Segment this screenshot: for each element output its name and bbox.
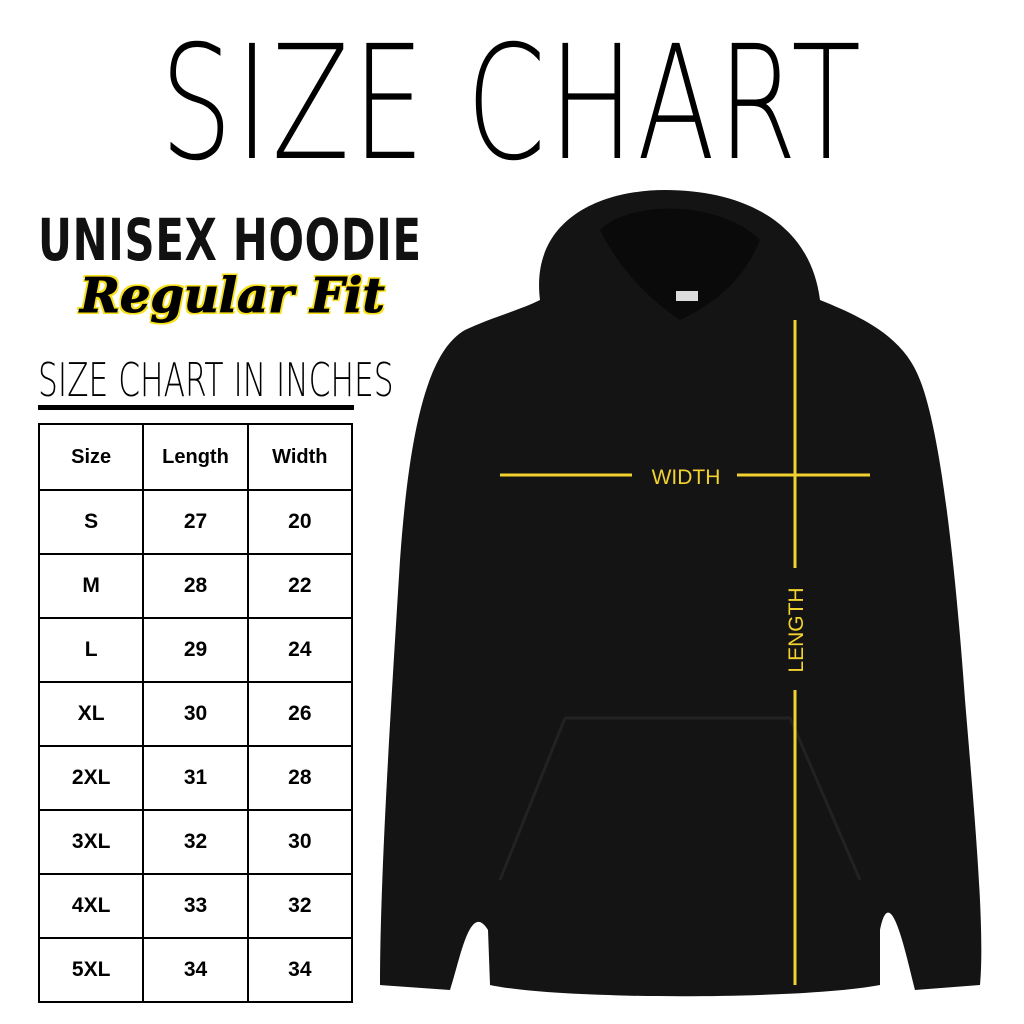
size-table: Size Length Width S 27 20 M 28 22 L 29 24 XL 30 26 2… bbox=[37, 423, 354, 1003]
cell-size: M bbox=[37, 553, 145, 619]
cell-width: 30 bbox=[246, 809, 354, 875]
header-length: Length bbox=[142, 423, 249, 491]
cell-width: 34 bbox=[246, 937, 354, 1003]
cell-width: 28 bbox=[246, 745, 354, 811]
caption-underline bbox=[38, 405, 354, 410]
table-caption: SIZE CHART IN INCHES bbox=[38, 353, 394, 407]
cell-length: 34 bbox=[142, 937, 249, 1003]
cell-width: 32 bbox=[246, 873, 354, 939]
table-row: 4XL 33 32 bbox=[37, 873, 354, 939]
cell-width: 20 bbox=[246, 489, 354, 555]
cell-size: 3XL bbox=[37, 809, 145, 875]
table-row: 3XL 32 30 bbox=[37, 809, 354, 875]
table-header-row: Size Length Width bbox=[37, 423, 354, 491]
hood-opening bbox=[600, 208, 760, 320]
cell-size: 2XL bbox=[37, 745, 145, 811]
cell-width: 22 bbox=[246, 553, 354, 619]
table-row: M 28 22 bbox=[37, 553, 354, 619]
table-row: XL 30 26 bbox=[37, 681, 354, 747]
header-width: Width bbox=[246, 423, 354, 491]
cell-length: 31 bbox=[142, 745, 249, 811]
hoodie-diagram: WIDTH LENGTH bbox=[380, 190, 982, 997]
cell-length: 27 bbox=[142, 489, 249, 555]
pocket-outline bbox=[498, 716, 862, 881]
width-label: WIDTH bbox=[652, 466, 721, 489]
cell-length: 33 bbox=[142, 873, 249, 939]
cell-size: S bbox=[37, 489, 145, 555]
neck-label bbox=[676, 291, 698, 301]
hoodie-silhouette bbox=[380, 190, 982, 997]
fit-label: Regular Fit bbox=[80, 268, 386, 325]
cell-size: L bbox=[37, 617, 145, 683]
cell-size: 5XL bbox=[37, 937, 145, 1003]
table-row: S 27 20 bbox=[37, 489, 354, 555]
page-title: SIZE CHART bbox=[160, 12, 864, 196]
table-row: L 29 24 bbox=[37, 617, 354, 683]
product-name: UNISEX HOODIE bbox=[38, 206, 422, 274]
cell-size: 4XL bbox=[37, 873, 145, 939]
cell-length: 29 bbox=[142, 617, 249, 683]
cell-length: 30 bbox=[142, 681, 249, 747]
cell-length: 32 bbox=[142, 809, 249, 875]
length-label: LENGTH bbox=[785, 587, 808, 672]
cell-size: XL bbox=[37, 681, 145, 747]
table-row: 2XL 31 28 bbox=[37, 745, 354, 811]
header-size: Size bbox=[37, 423, 145, 491]
cell-width: 24 bbox=[246, 617, 354, 683]
cell-width: 26 bbox=[246, 681, 354, 747]
table-row: 5XL 34 34 bbox=[37, 937, 354, 1003]
cell-length: 28 bbox=[142, 553, 249, 619]
